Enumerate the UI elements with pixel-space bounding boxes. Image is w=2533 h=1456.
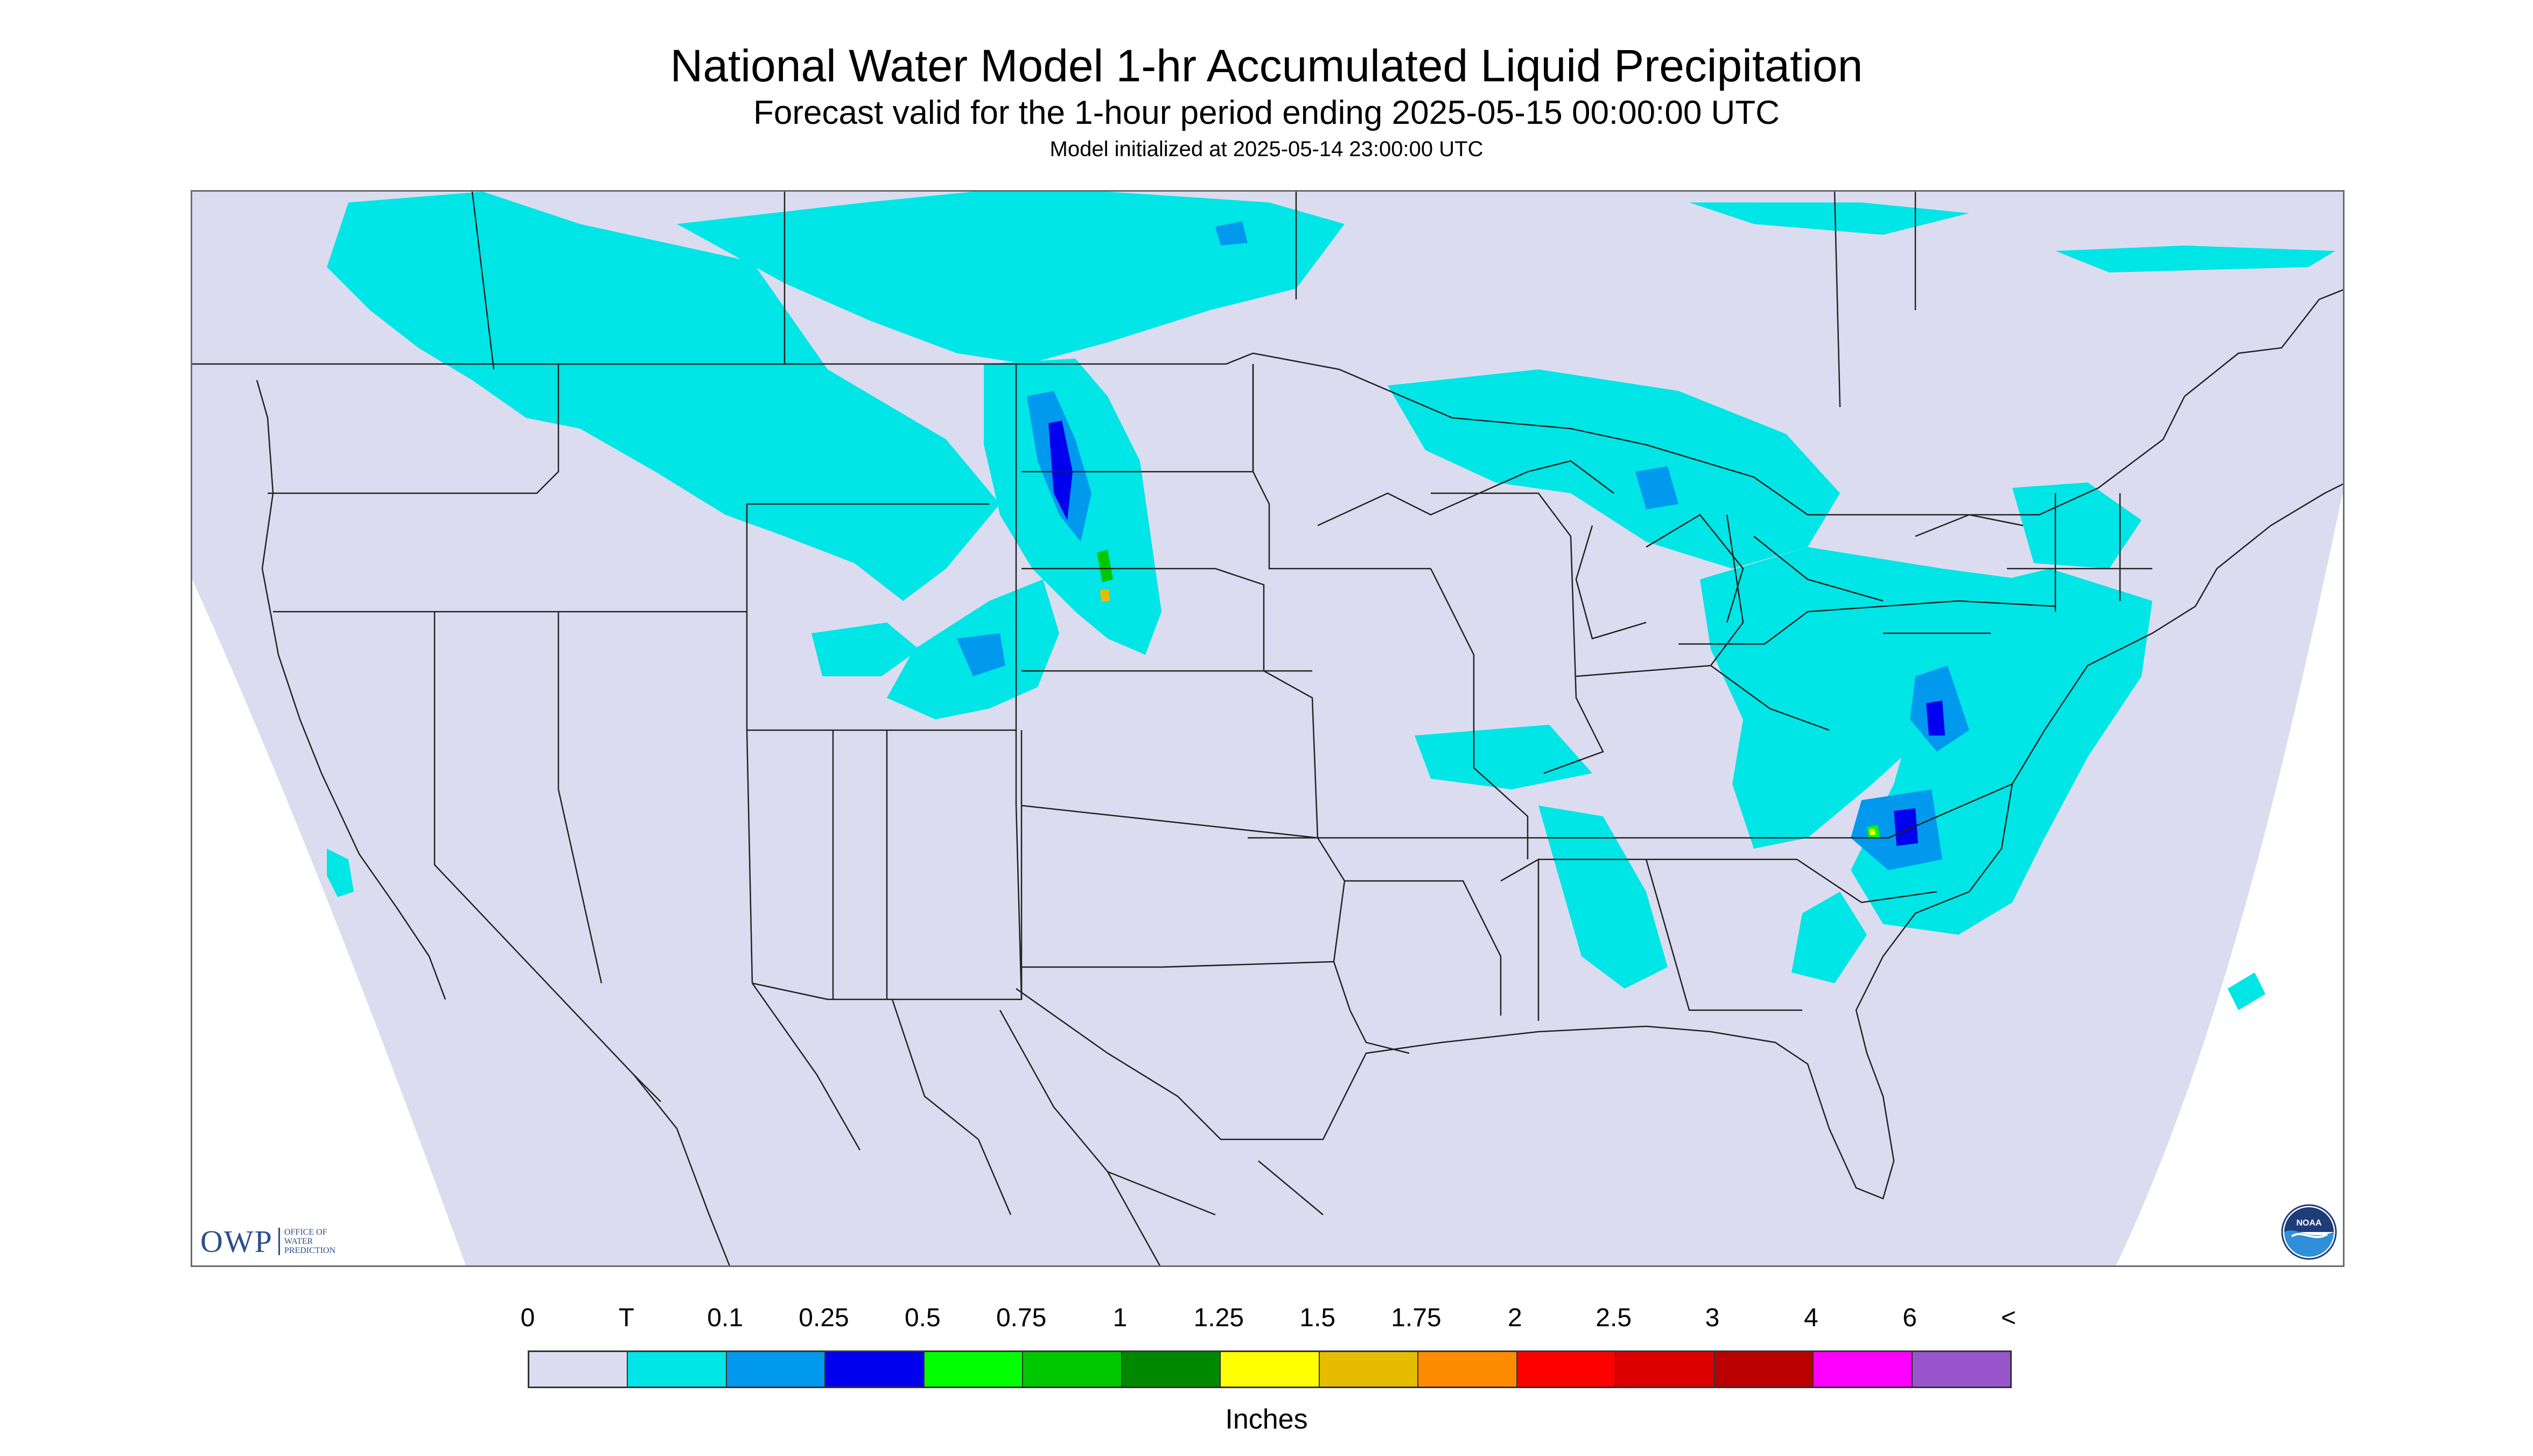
legend-tick-label: 2 — [1507, 1304, 1522, 1332]
precip-area-alabama — [1538, 806, 1668, 989]
precip-area-montana — [327, 192, 1000, 601]
precip-area-nd-core — [1048, 421, 1073, 520]
noaa-logo: NOAA — [2281, 1204, 2337, 1260]
legend-tick-label: 0.1 — [707, 1304, 744, 1332]
legend-swatch — [726, 1352, 826, 1387]
atlantic-coast — [1883, 483, 2343, 957]
midwest-states — [1252, 364, 1830, 859]
legend-tick-label: 1.75 — [1391, 1304, 1442, 1332]
mexico-borders — [633, 983, 1324, 1265]
noaa-logo-text: NOAA — [2296, 1219, 2322, 1228]
precip-area-northeast — [2012, 482, 2142, 569]
legend-tick-label: 2.5 — [1596, 1304, 1632, 1332]
map-canvas — [192, 192, 2343, 1265]
gulf-coast — [1016, 956, 1895, 1200]
map-subtitle: Forecast valid for the 1-hour period end… — [753, 94, 1780, 131]
legend-swatch — [1517, 1352, 1617, 1387]
owp-logo-text: OFFICE OF WATER PREDICTION — [278, 1227, 354, 1255]
model-init-time: Model initialized at 2025-05-14 23:00:00… — [1049, 137, 1484, 161]
canada-border — [192, 289, 2343, 516]
legend-swatch — [1814, 1352, 1913, 1387]
legend-tick-label: 3 — [1705, 1304, 1720, 1332]
precip-area-nc-peak — [1869, 829, 1876, 835]
precip-area-missouri — [1415, 725, 1592, 789]
legend-tick-label: 1.5 — [1299, 1304, 1336, 1332]
precip-area-canada-east — [1689, 202, 1969, 235]
canada-provinces — [471, 192, 1916, 408]
legend-swatch — [1616, 1352, 1715, 1387]
legend-swatch — [529, 1352, 628, 1387]
precip-area-southeast-coast — [1792, 892, 1867, 983]
precip-moderate-areas — [1048, 421, 1945, 846]
legend-tick-label: T — [618, 1304, 634, 1332]
precip-area-wyoming — [811, 622, 919, 676]
precip-area-canada-west — [677, 192, 1345, 364]
precip-area-ne-heavy — [1097, 550, 1113, 582]
legend-swatch — [1221, 1352, 1320, 1387]
precip-area-pacific — [327, 849, 354, 897]
legend-tick-label: 6 — [1902, 1304, 1918, 1332]
west-states — [268, 364, 1023, 1102]
precipitation-map — [191, 190, 2345, 1267]
legend-swatch — [1023, 1352, 1122, 1387]
state-boundaries — [192, 192, 2343, 1265]
owp-logo-mark: OWP — [200, 1223, 273, 1259]
precip-area-va-core — [1926, 701, 1945, 736]
precip-area-ne-peak — [1100, 589, 1110, 602]
map-title: National Water Model 1-hr Accumulated Li… — [670, 40, 1863, 91]
legend-swatch — [1912, 1352, 2011, 1387]
pacific-coast — [256, 380, 446, 1000]
legend-swatch — [1319, 1352, 1419, 1387]
legend-swatch — [1122, 1352, 1221, 1387]
legend-tick-label: 1 — [1112, 1304, 1128, 1332]
legend-colorbar — [528, 1350, 2012, 1388]
legend-tick-label: < — [2000, 1304, 2017, 1332]
legend-labels: 0 T 0.1 0.25 0.5 0.75 1 1.25 1.5 1.75 2 2.5 3 4 6 < — [521, 1303, 2017, 1335]
precip-area-offshore — [2228, 972, 2265, 1010]
precip-area-canada-spot — [1215, 221, 1248, 246]
legend-swatch — [1715, 1352, 1814, 1387]
precip-area-co-cluster — [957, 633, 1005, 676]
legend-tick-label: 0 — [520, 1304, 535, 1332]
legend-tick-label: 0.25 — [799, 1304, 849, 1332]
precip-heavy-areas — [1097, 550, 1880, 839]
great-lakes-shores — [1317, 460, 2024, 640]
legend-tick-label: 0.5 — [904, 1304, 941, 1332]
owp-logo: OWP OFFICE OF WATER PREDICTION — [200, 1222, 354, 1260]
legend-swatch — [628, 1352, 727, 1387]
precip-area-mi-cluster — [1635, 466, 1678, 509]
legend-tick-label: 0.75 — [996, 1304, 1047, 1332]
legend-tick-label: 4 — [1803, 1304, 1818, 1332]
legend-swatch — [1418, 1352, 1517, 1387]
southeast-states — [1333, 783, 2013, 1054]
legend-swatch — [924, 1352, 1024, 1387]
legend-tick-label: 1.25 — [1193, 1304, 1244, 1332]
legend-swatch — [825, 1352, 925, 1387]
precip-area-nc-core — [1894, 808, 1918, 846]
precip-area-quebec — [2055, 246, 2335, 272]
legend-units: Inches — [1225, 1404, 1308, 1435]
northeast-states — [1807, 493, 2152, 634]
